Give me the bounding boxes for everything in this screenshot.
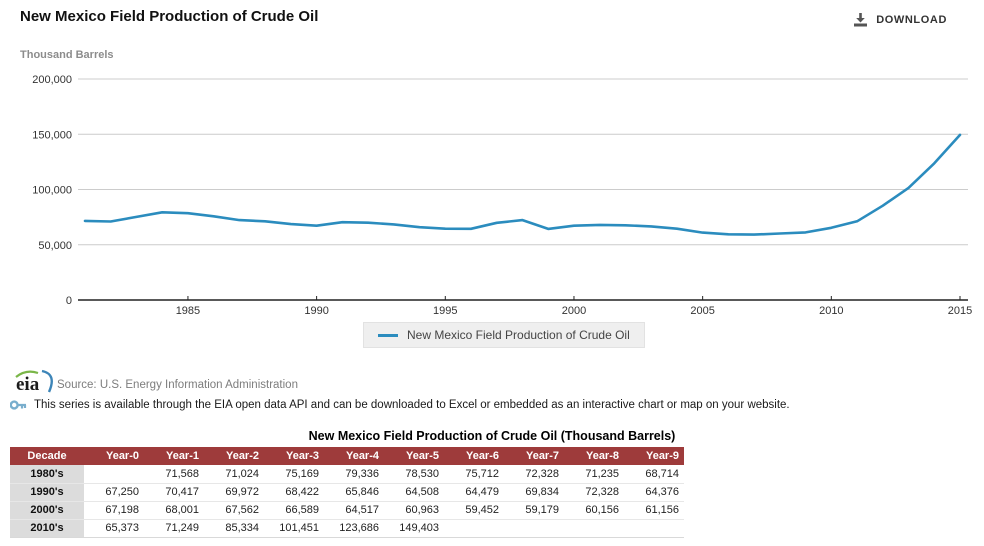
value-cell: 60,963	[405, 504, 439, 516]
value-cell: 71,024	[225, 467, 259, 480]
value-cell	[84, 465, 144, 483]
value-cell: 75,169	[285, 467, 319, 480]
column-header: Year-9	[624, 447, 684, 465]
svg-text:200,000: 200,000	[32, 74, 72, 86]
y-axis-title: Thousand Barrels	[20, 49, 114, 61]
table-header-row: Decade Year-0 Year-1 Year-2 Year-3 Year-4 Year…	[10, 447, 684, 465]
value-cell: 78,530	[405, 467, 439, 480]
svg-text:2015: 2015	[948, 305, 972, 317]
column-header: Decade	[10, 447, 84, 465]
value-cell: 60,156	[585, 504, 619, 516]
download-label: DOWNLOAD	[876, 14, 947, 26]
value-cell: 69,834	[525, 486, 559, 498]
value-cell: 75,712	[465, 467, 499, 480]
value-cell: 72,328	[585, 486, 619, 498]
svg-text:50,000: 50,000	[38, 240, 72, 252]
value-cell: 149,403	[399, 522, 439, 534]
legend[interactable]: New Mexico Field Production of Crude Oil	[363, 322, 645, 348]
download-button[interactable]: DOWNLOAD	[853, 13, 947, 27]
value-cell: 72,328	[525, 467, 559, 480]
table-row: 2000's 67,198 68,001 67,562 66,589 64,517 60,9…	[10, 501, 684, 519]
svg-text:1990: 1990	[304, 305, 328, 317]
key-icon	[10, 399, 27, 411]
value-cell: 67,562	[225, 504, 259, 516]
value-cell: 123,686	[339, 522, 379, 534]
value-cell: 64,508	[405, 486, 439, 498]
column-header: Year-3	[264, 447, 324, 465]
value-cell: 64,479	[465, 486, 499, 498]
value-cell: 66,589	[285, 504, 319, 516]
decade-data-table: Decade Year-0 Year-1 Year-2 Year-3 Year-4 Year…	[10, 447, 684, 538]
value-cell: 71,568	[165, 467, 199, 480]
column-header: Year-0	[84, 447, 144, 465]
value-cell: 68,001	[165, 504, 199, 516]
value-cell: 64,376	[645, 486, 679, 498]
table-row: 2010's 65,373 71,249 85,334 101,451 123,686 14…	[10, 519, 684, 537]
table-row: 1980's 71,568 71,024 75,169 79,336 78,530 75,7…	[10, 465, 684, 483]
decade-cell: 2010's	[10, 519, 84, 537]
svg-text:2000: 2000	[562, 305, 586, 317]
column-header: Year-7	[504, 447, 564, 465]
legend-line-swatch	[378, 333, 398, 337]
value-cell: 65,373	[105, 522, 139, 534]
column-header: Year-8	[564, 447, 624, 465]
value-cell: 101,451	[279, 522, 319, 534]
value-cell	[564, 519, 624, 537]
svg-text:eia: eia	[16, 374, 40, 395]
eia-logo: eia	[12, 368, 58, 401]
value-cell: 67,250	[105, 486, 139, 498]
value-cell	[444, 519, 504, 537]
legend-label: New Mexico Field Production of Crude Oil	[407, 328, 630, 342]
value-cell: 59,452	[465, 504, 499, 516]
column-header: Year-6	[444, 447, 504, 465]
value-cell: 64,517	[345, 504, 379, 516]
value-cell: 68,714	[645, 467, 679, 480]
value-cell: 59,179	[525, 504, 559, 516]
svg-text:1995: 1995	[433, 305, 457, 317]
value-cell: 68,422	[285, 486, 319, 498]
value-cell: 85,334	[225, 522, 259, 534]
svg-text:100,000: 100,000	[32, 185, 72, 197]
value-cell: 67,198	[105, 504, 139, 516]
svg-text:150,000: 150,000	[32, 129, 72, 141]
page-title: New Mexico Field Production of Crude Oil	[20, 8, 319, 25]
svg-text:1985: 1985	[176, 305, 200, 317]
value-cell: 70,417	[165, 486, 199, 498]
column-header: Year-1	[144, 447, 204, 465]
decade-cell: 1980's	[10, 465, 84, 483]
table-title: New Mexico Field Production of Crude Oil…	[308, 429, 676, 443]
column-header: Year-2	[204, 447, 264, 465]
value-cell: 65,846	[345, 486, 379, 498]
download-icon	[853, 13, 868, 27]
svg-text:2010: 2010	[819, 305, 843, 317]
value-cell	[624, 519, 684, 537]
value-cell: 71,249	[165, 522, 199, 534]
production-line-chart: 0 50,000 100,000 150,000 200,000 1985 1990 1995…	[32, 74, 972, 317]
column-header: Year-4	[324, 447, 384, 465]
value-cell: 79,336	[345, 467, 379, 480]
svg-text:2005: 2005	[690, 305, 714, 317]
value-cell: 71,235	[585, 467, 619, 480]
value-cell: 61,156	[645, 504, 679, 516]
value-cell: 69,972	[225, 486, 259, 498]
value-cell	[504, 519, 564, 537]
api-note-text: This series is available through the EIA…	[34, 399, 790, 411]
api-note: This series is available through the EIA…	[10, 399, 790, 411]
svg-text:0: 0	[66, 295, 72, 307]
source-text: Source: U.S. Energy Information Administ…	[57, 379, 298, 391]
column-header: Year-5	[384, 447, 444, 465]
table-row: 1990's 67,250 70,417 69,972 68,422 65,846 64,5…	[10, 483, 684, 501]
decade-cell: 2000's	[10, 501, 84, 519]
decade-cell: 1990's	[10, 483, 84, 501]
